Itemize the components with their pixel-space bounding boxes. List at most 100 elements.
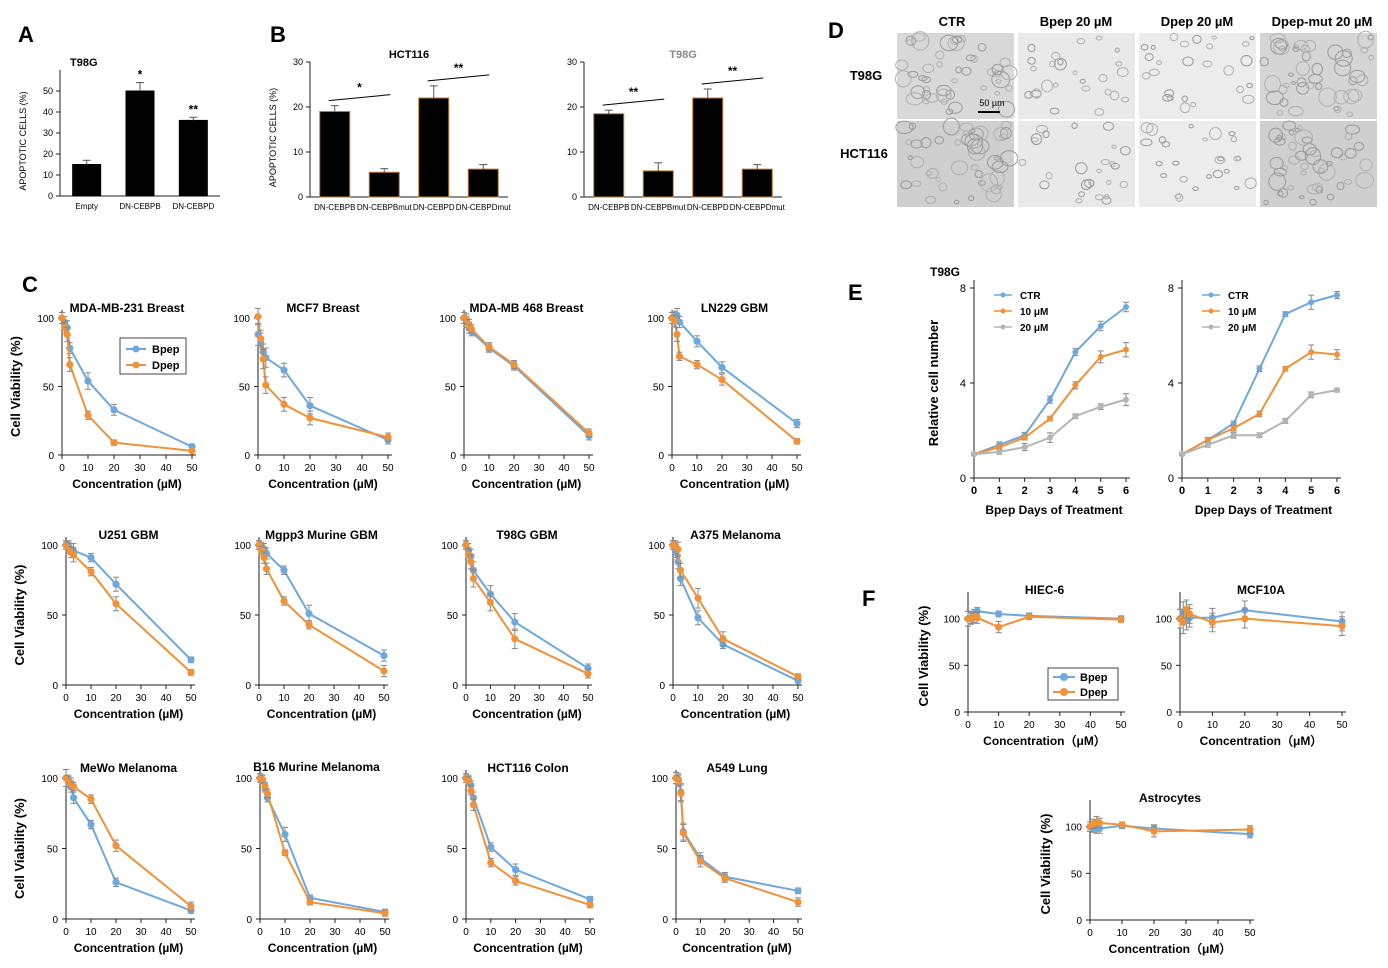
chart-title: T98G	[930, 265, 960, 279]
cell-outline	[935, 50, 945, 60]
data-point	[585, 429, 593, 437]
micrograph-tile	[1139, 121, 1257, 207]
series-line	[968, 615, 1122, 629]
cell-outline	[999, 133, 1009, 141]
x-tick-label: 50	[582, 693, 594, 704]
data-point	[306, 402, 314, 410]
data-point	[721, 874, 729, 882]
x-tick-label: 20	[719, 927, 731, 938]
cell-outline	[1030, 65, 1037, 72]
x-tick-label: 20	[304, 463, 316, 474]
cell-outline	[1349, 69, 1366, 84]
cell-outline	[961, 66, 972, 76]
y-axis-label: Cell Viability (%)	[1038, 814, 1053, 915]
line-chart-F2: 0 50 100 0 10 20 30 40 50 MCF10A Concentration（μM）	[1155, 583, 1348, 748]
data-point	[693, 360, 701, 369]
x-tick-label: 10	[993, 720, 1005, 731]
x-tick-label: 30	[328, 693, 340, 704]
legend-label: 10 μM	[1228, 307, 1256, 318]
y-tick-label: 100	[441, 541, 458, 552]
cell-outline	[1357, 30, 1374, 49]
significance-bracket	[427, 74, 490, 82]
data-point	[306, 898, 314, 906]
data-point	[996, 448, 1003, 455]
cell-outline	[1000, 120, 1012, 131]
cell-outline	[1356, 74, 1369, 87]
cell-outline	[1223, 168, 1230, 174]
significance-marker: **	[629, 85, 639, 99]
x-tick-label: 30	[1054, 720, 1066, 731]
x-tick-label: 0	[256, 693, 262, 704]
x-tick-label: 5	[1308, 485, 1314, 497]
x-axis-label: Concentration (µM)	[74, 707, 184, 721]
y-tick-label: 8	[1168, 283, 1174, 295]
x-tick-label: 30	[330, 463, 342, 474]
bar	[72, 164, 102, 197]
x-axis-label: Concentration（μM）	[1109, 941, 1232, 956]
data-point	[63, 330, 71, 339]
data-point	[87, 554, 95, 562]
x-tick-label: 10	[82, 463, 94, 474]
chart-title: Astrocytes	[1139, 791, 1201, 805]
data-point	[485, 343, 493, 351]
legend-label: Dpep	[152, 360, 180, 372]
bar	[642, 170, 674, 198]
y-tick-label: 0	[960, 473, 966, 485]
data-point	[1025, 613, 1033, 621]
data-point	[793, 437, 801, 445]
cell-outline	[1095, 35, 1103, 41]
y-tick-label: 0	[452, 681, 458, 692]
x-tick-label: 10	[692, 693, 704, 704]
x-tick-label: 30	[744, 927, 756, 938]
x-tick-label: 40	[1085, 720, 1097, 731]
legend-label: Bpep	[1080, 672, 1108, 684]
cell-outline	[1296, 125, 1303, 132]
cell-outline	[954, 139, 962, 146]
x-tick-label: 0	[1087, 928, 1093, 939]
cell-outline	[1144, 53, 1154, 61]
cell-outline	[1155, 161, 1163, 167]
significance-bracket	[328, 94, 391, 102]
cell-outline	[1100, 158, 1110, 166]
cell-outline	[1264, 75, 1281, 94]
bar	[125, 90, 155, 197]
data-point	[1072, 349, 1079, 356]
data-point	[1021, 434, 1028, 441]
cell-outline	[1330, 147, 1344, 159]
cell-outline	[1072, 70, 1078, 76]
cell-outline	[912, 32, 926, 42]
data-point	[487, 843, 495, 851]
cell-outline	[920, 136, 932, 149]
y-tick-label: 50	[1161, 661, 1173, 672]
category-label: Empty	[75, 202, 98, 211]
panel-letter-d: D	[828, 18, 844, 43]
cell-outline	[1209, 126, 1222, 141]
data-point	[674, 545, 682, 553]
panel-letter-a: A	[18, 22, 34, 47]
chart-title: LN229 GBM	[701, 301, 768, 315]
x-tick-label: 0	[461, 463, 467, 474]
cell-outline	[1119, 180, 1128, 189]
y-tick-label: 100	[41, 541, 58, 552]
y-tick-label: 20	[567, 102, 577, 112]
x-tick-label: 2	[1231, 485, 1237, 497]
data-point	[1123, 396, 1129, 403]
cell-outline	[922, 63, 935, 74]
micrograph-background	[897, 121, 1014, 207]
data-point	[254, 313, 262, 321]
x-tick-label: 20	[717, 693, 729, 704]
data-point	[995, 610, 1003, 618]
data-point	[677, 789, 685, 798]
cell-outline	[894, 70, 912, 88]
x-tick-label: 10	[695, 927, 707, 938]
data-point	[84, 411, 92, 419]
legend: CTR 10 μM 20 μM	[1202, 291, 1256, 334]
data-point	[381, 909, 389, 917]
cell-outline	[985, 186, 1002, 203]
cell-outline	[1292, 44, 1300, 50]
y-axis-label: APOPTOTIC CELLS (%)	[18, 91, 28, 190]
data-point	[793, 419, 801, 428]
y-tick-label: 0	[52, 915, 58, 926]
cell-outline	[1344, 132, 1353, 141]
